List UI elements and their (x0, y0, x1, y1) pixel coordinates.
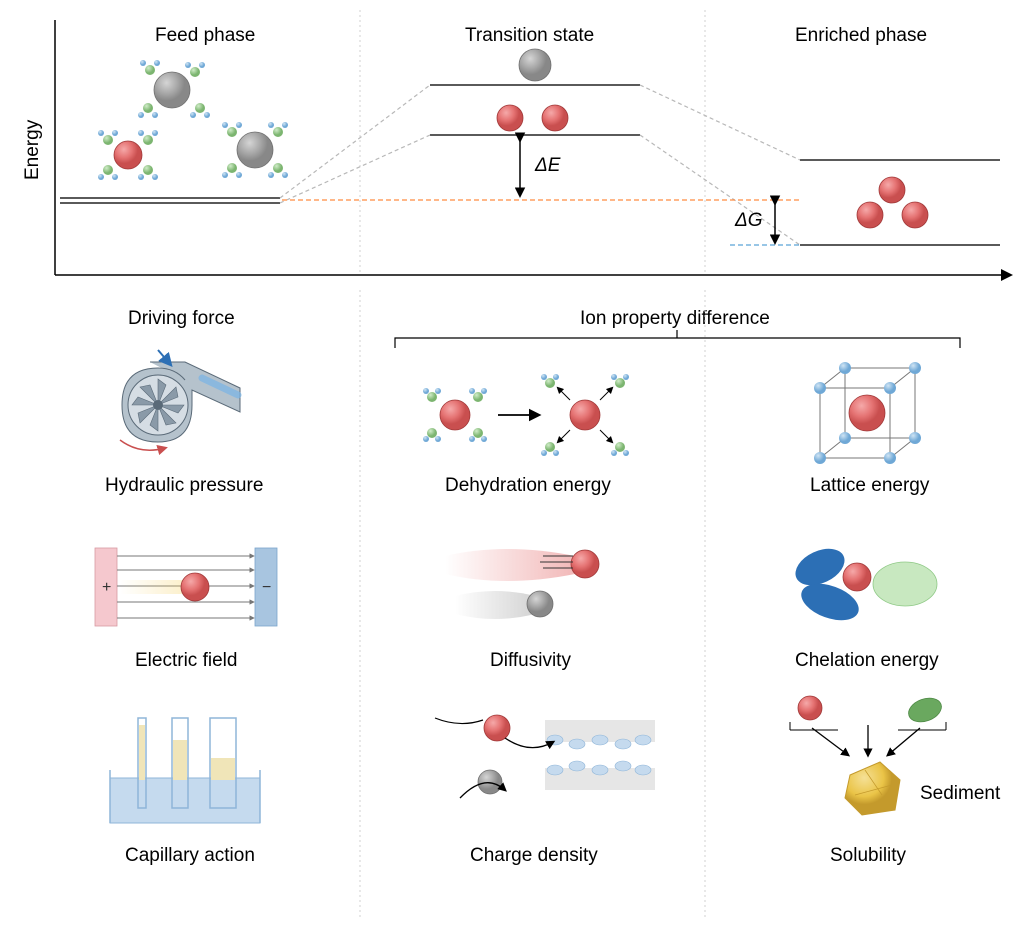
electric-label: Electric field (135, 650, 237, 672)
enriched-red-sphere-icon (879, 177, 905, 203)
transition-red-sphere-icon (542, 105, 568, 131)
chelation-label: Chelation energy (795, 650, 939, 672)
sediment-label: Sediment (920, 783, 1000, 805)
diffusivity-icon (445, 549, 599, 619)
solubility-label: Solubility (830, 845, 906, 867)
capillary-action-icon (110, 718, 260, 823)
svg-text:+: + (102, 579, 111, 596)
delta-g-label: ΔG (735, 210, 763, 232)
lower-grid-svg: + − (0, 290, 1035, 933)
chelation-energy-icon (790, 542, 937, 628)
feed-cluster-icon (98, 60, 288, 180)
hydraulic-pressure-icon (120, 350, 240, 450)
transition-red-sphere-icon (497, 105, 523, 131)
phase-feed-label: Feed phase (155, 25, 255, 47)
diagram-root: Energy Feed phase Transition state Enric… (0, 0, 1035, 933)
enriched-red-sphere-icon (857, 202, 883, 228)
charge-density-label: Charge density (470, 845, 598, 867)
delta-e-label: ΔE (535, 155, 560, 177)
phase-transition-label: Transition state (465, 25, 594, 47)
capillary-label: Capillary action (125, 845, 255, 867)
svg-text:−: − (262, 579, 271, 596)
y-axis-label: Energy (22, 120, 44, 180)
transition-grey-sphere-icon (519, 49, 551, 81)
electric-field-icon: + − (95, 548, 277, 626)
charge-density-icon (435, 715, 655, 798)
lattice-energy-icon (814, 362, 921, 464)
dehydration-label: Dehydration energy (445, 475, 611, 497)
enriched-red-sphere-icon (902, 202, 928, 228)
lattice-label: Lattice energy (810, 475, 929, 497)
dehydration-energy-icon (423, 374, 629, 456)
phase-enriched-label: Enriched phase (795, 25, 927, 47)
hydraulic-label: Hydraulic pressure (105, 475, 263, 497)
diffusivity-label: Diffusivity (490, 650, 571, 672)
